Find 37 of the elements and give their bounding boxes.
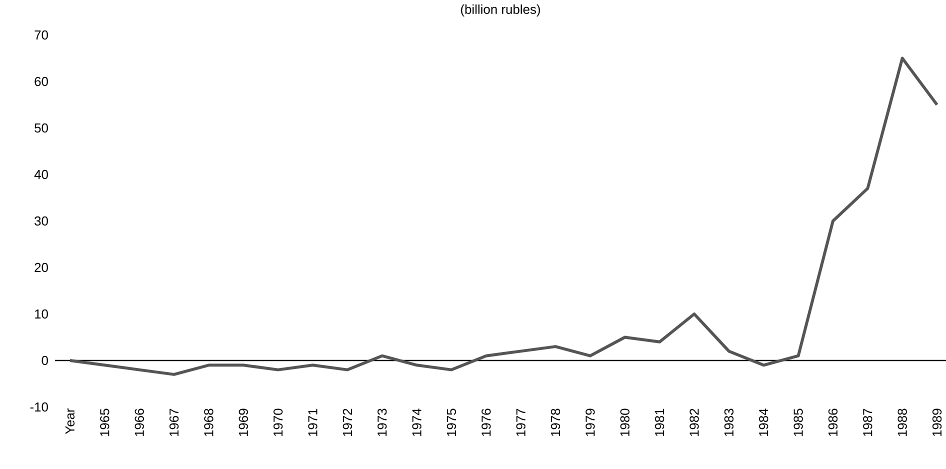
x-tick-label: 1965 <box>100 408 110 436</box>
x-tick-label: 1969 <box>238 408 248 436</box>
y-tick-label: 50 <box>34 123 48 133</box>
x-tick-label: 1986 <box>828 408 838 436</box>
x-tick-label: 1982 <box>690 408 699 436</box>
x-tick-label: 1985 <box>794 408 803 436</box>
x-tick-label: 1971 <box>308 408 318 436</box>
x-tick-label: 1981 <box>654 408 664 436</box>
x-tick-label: 1977 <box>516 408 526 436</box>
y-tick-label: 40 <box>34 170 48 180</box>
x-tick-label: 1983 <box>724 408 734 436</box>
x-tick-label: 1974 <box>412 408 422 436</box>
chart-title: (billion rubles) <box>460 4 540 17</box>
x-tick-label: 1976 <box>482 408 491 436</box>
y-tick-label: 20 <box>34 262 48 272</box>
x-tick-label: 1989 <box>932 408 942 436</box>
y-tick-label: 30 <box>34 216 48 226</box>
y-tick-label: -10 <box>30 402 48 412</box>
x-tick-label: 1970 <box>273 408 283 436</box>
x-tick-label: 1978 <box>550 408 560 436</box>
x-tick-label: 1987 <box>863 408 872 436</box>
x-tick-label: Year <box>65 408 75 434</box>
y-tick-label: 70 <box>34 30 48 40</box>
x-tick-label: 1967 <box>169 408 179 436</box>
line-series <box>68 56 939 376</box>
x-tick-label: 1980 <box>620 408 630 436</box>
x-tick-label: 1972 <box>342 408 352 436</box>
y-tick-label: 10 <box>35 309 48 319</box>
x-tick-label: 1979 <box>586 408 595 436</box>
x-tick-label: 1975 <box>446 408 456 436</box>
x-tick-label: 1988 <box>898 408 907 436</box>
x-tick-label: 1966 <box>134 408 144 436</box>
x-tick-label: 1968 <box>204 408 214 436</box>
y-tick-label: 0 <box>42 356 48 366</box>
y-tick-label: 60 <box>34 76 48 86</box>
x-tick-label: 1973 <box>378 408 387 436</box>
x-tick-label: 1984 <box>759 408 768 436</box>
